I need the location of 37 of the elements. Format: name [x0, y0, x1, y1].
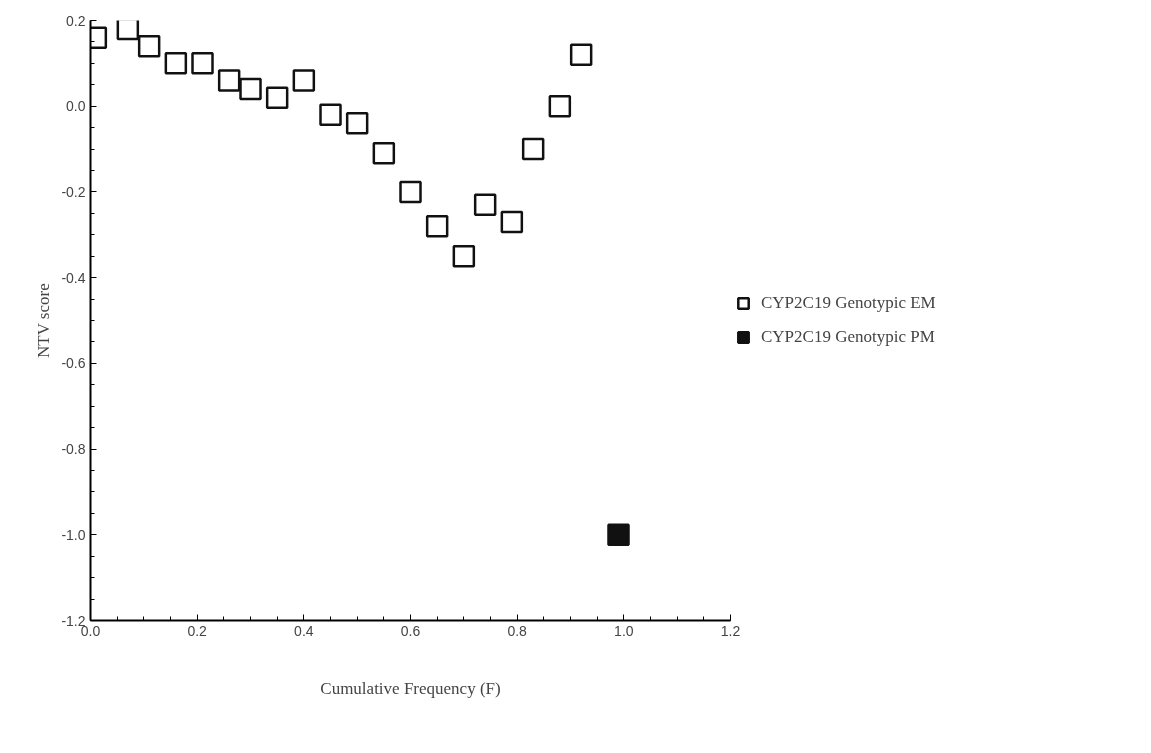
point [116, 20, 140, 41]
point [164, 52, 188, 75]
point [452, 244, 476, 268]
point [521, 137, 545, 161]
x-tick-label: 0.2 [187, 622, 208, 639]
y-tick-label: 0.2 [66, 12, 86, 29]
x-tick-label: 1.2 [720, 622, 741, 639]
legend-label: CYP2C19 Genotypic PM [761, 327, 935, 347]
y-tick-label: -1.0 [61, 526, 86, 543]
point [345, 112, 369, 135]
point [607, 523, 630, 547]
y-axis-title: NTV score [34, 283, 54, 359]
y-tick-label: -0.4 [61, 269, 86, 286]
point [217, 69, 241, 92]
point [548, 94, 572, 118]
legend-label: CYP2C19 Genotypic EM [761, 293, 936, 313]
x-tick-label: 0.8 [507, 622, 528, 639]
y-tick-label: 0.0 [66, 98, 86, 115]
y-tick-label: -0.2 [61, 183, 86, 200]
point [473, 193, 497, 217]
point [569, 43, 593, 67]
x-tick-label: 1.0 [614, 622, 634, 639]
point [239, 77, 262, 101]
point [292, 69, 316, 92]
y-tick-label: -0.8 [61, 441, 86, 458]
x-tick-label: 0.6 [400, 622, 421, 639]
point [265, 86, 289, 109]
point [425, 214, 449, 238]
point [399, 180, 422, 204]
point [319, 103, 342, 127]
x-tick-label: 0.4 [294, 622, 314, 639]
point [137, 34, 161, 58]
point [191, 52, 214, 75]
point [500, 210, 524, 234]
point [372, 142, 396, 165]
y-tick-label: -0.6 [61, 355, 86, 372]
x-axis-title: Cumulative Frequency (F) [320, 678, 501, 698]
